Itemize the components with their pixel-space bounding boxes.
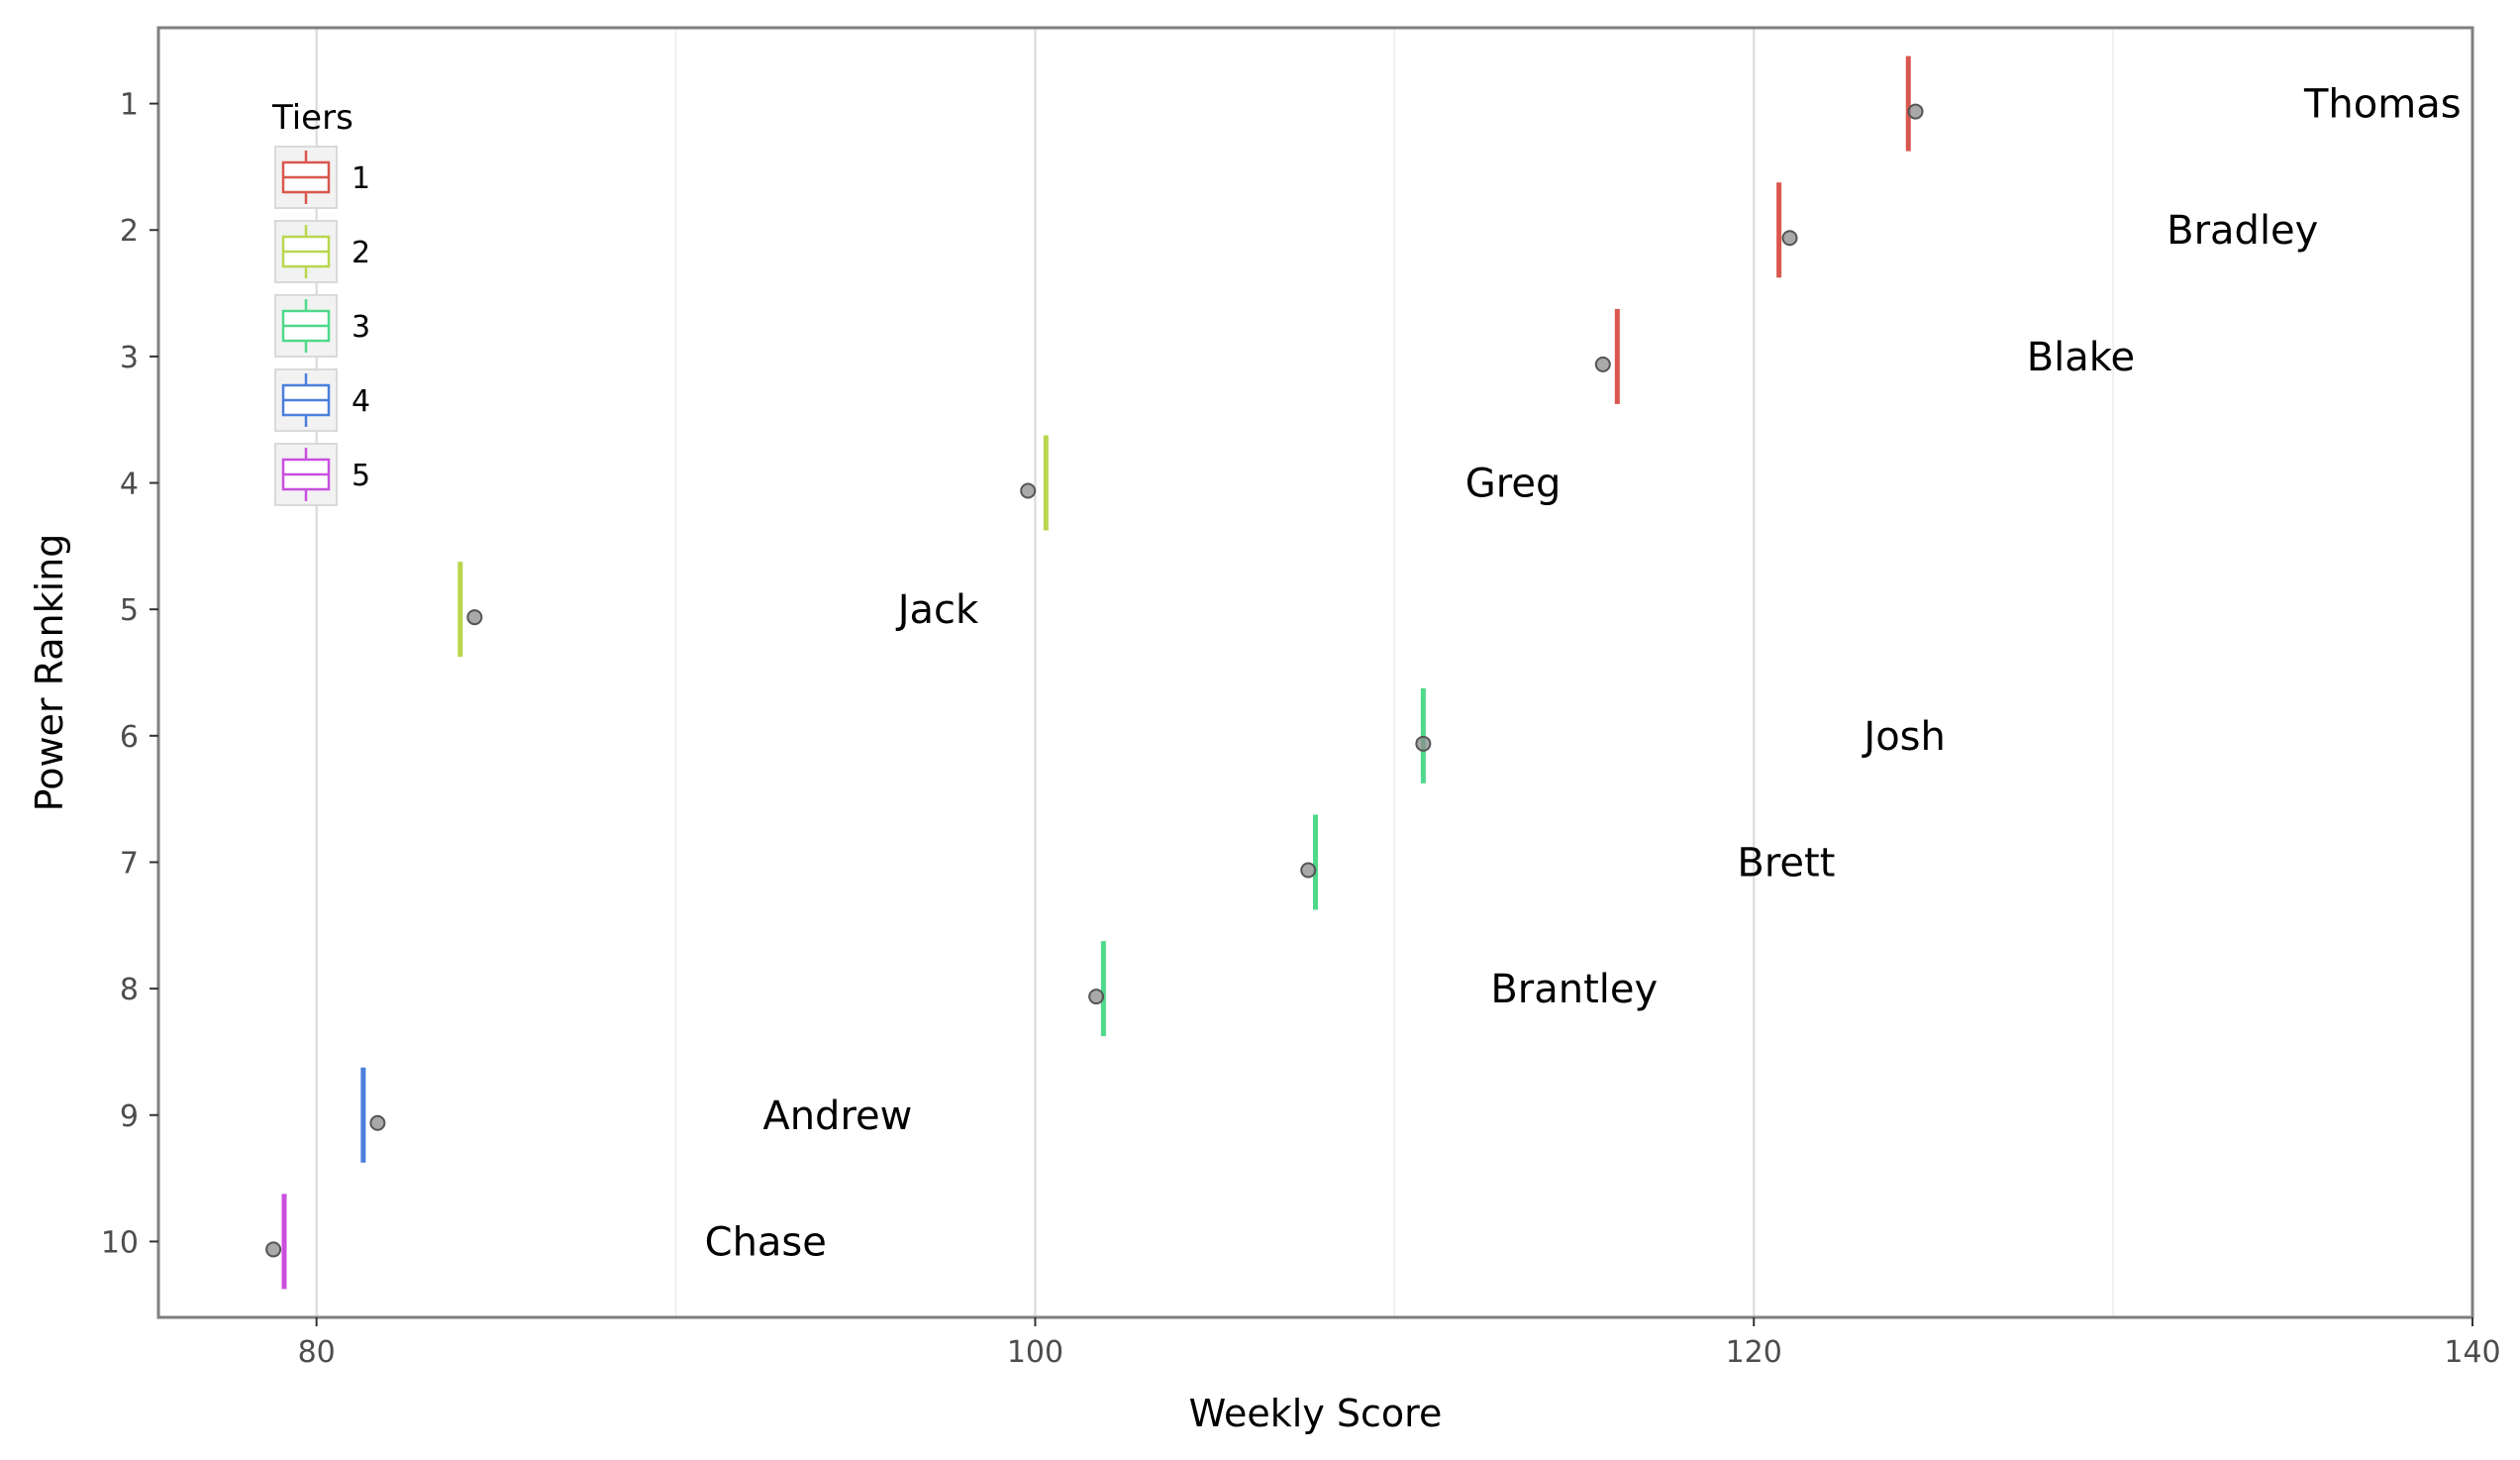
y-tick-label: 2 [120, 214, 139, 249]
x-tick-label: 120 [1726, 1335, 1782, 1370]
score-point-chase [265, 1241, 282, 1258]
team-label-greg: Greg [1465, 462, 1562, 507]
x-tick-label: 100 [1007, 1335, 1063, 1370]
score-point-blake [1594, 356, 1611, 372]
y-tick-label: 5 [120, 593, 139, 628]
x-axis-title: Weekly Score [1189, 1392, 1443, 1435]
legend-label-3: 3 [352, 310, 370, 345]
y-tick-label: 4 [120, 468, 139, 502]
x-tick-label: 140 [2444, 1335, 2500, 1370]
y-tick-label: 8 [120, 973, 139, 1007]
x-tick-label: 80 [298, 1335, 336, 1370]
score-point-brantley [1088, 989, 1105, 1005]
legend: Tiers 1 2 3 4 5 [271, 98, 370, 506]
legend-label-5: 5 [352, 459, 370, 493]
team-label-andrew: Andrew [762, 1094, 912, 1139]
team-label-chase: Chase [705, 1219, 827, 1265]
team-labels: Thomas Bradley Blake Greg Jack Josh Brett Brant… [705, 82, 2462, 1266]
score-point-thomas [1907, 103, 1924, 120]
team-label-jack: Jack [895, 587, 979, 633]
team-label-blake: Blake [2027, 335, 2135, 380]
y-tick-label: 6 [120, 720, 139, 755]
team-label-thomas: Thomas [2303, 82, 2462, 128]
legend-label-2: 2 [352, 236, 370, 270]
team-label-josh: Josh [1861, 714, 1945, 760]
y-tick-label: 9 [120, 1099, 139, 1134]
score-point-bradley [1781, 230, 1798, 247]
score-point-brett [1300, 862, 1317, 879]
data-marks [265, 55, 1924, 1290]
legend-title: Tiers [271, 98, 353, 138]
legend-label-1: 1 [352, 161, 370, 196]
y-tick-label: 1 [120, 88, 139, 123]
y-tick-label: 7 [120, 846, 139, 881]
legend-label-4: 4 [352, 384, 370, 419]
score-point-andrew [369, 1114, 386, 1131]
y-tick-label: 3 [120, 341, 139, 375]
score-point-josh [1415, 735, 1432, 752]
team-label-bradley: Bradley [2167, 208, 2318, 254]
score-point-greg [1020, 482, 1037, 499]
y-tick-label: 10 [101, 1225, 139, 1260]
team-label-brett: Brett [1737, 840, 1835, 886]
team-label-brantley: Brantley [1490, 967, 1658, 1012]
plot-panel-border [156, 26, 2474, 1319]
score-point-jack [466, 609, 483, 626]
axes: 80 100 120 140 1 2 3 4 5 6 7 8 9 10 [101, 88, 2501, 1370]
y-axis-title: Power Ranking [28, 534, 71, 812]
